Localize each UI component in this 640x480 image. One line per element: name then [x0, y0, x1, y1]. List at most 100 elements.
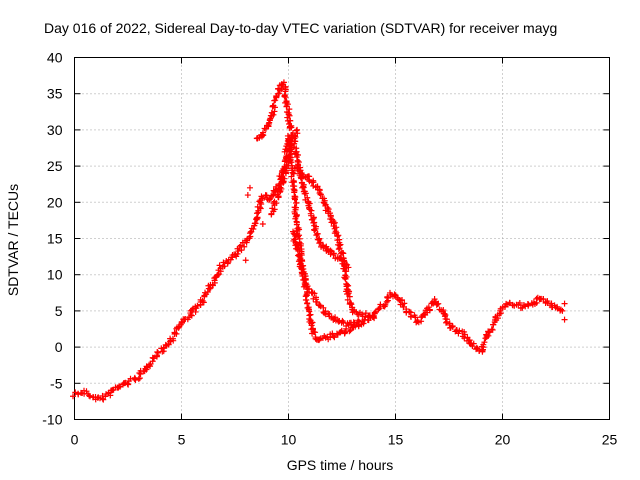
- data-point: [356, 318, 363, 325]
- data-point: [246, 184, 253, 191]
- data-point: [449, 323, 456, 330]
- data-point: [87, 393, 94, 400]
- x-tick-label: 5: [178, 432, 186, 448]
- data-point: [273, 200, 280, 207]
- data-point: [371, 315, 378, 322]
- data-point: [489, 326, 496, 333]
- data-point: [288, 148, 295, 155]
- data-point: [375, 306, 382, 313]
- data-point: [348, 301, 355, 308]
- data-point: [281, 175, 288, 182]
- data-point: [260, 129, 267, 136]
- data-point: [278, 185, 285, 192]
- data-point: [135, 375, 142, 382]
- data-point: [473, 344, 480, 351]
- data-point: [292, 134, 299, 141]
- data-point: [125, 381, 132, 388]
- data-point: [242, 257, 249, 264]
- data-point: [285, 158, 292, 165]
- data-point: [385, 295, 392, 302]
- data-point: [554, 303, 561, 310]
- data-point: [311, 290, 318, 297]
- data-point: [179, 319, 186, 326]
- data-point: [169, 335, 176, 342]
- data-point: [346, 293, 353, 300]
- data-point: [338, 327, 345, 334]
- data-point: [336, 245, 343, 252]
- data-point: [557, 306, 564, 313]
- data-point: [314, 183, 321, 190]
- data-point: [313, 232, 320, 239]
- data-point: [293, 154, 300, 161]
- data-point: [292, 215, 299, 222]
- data-point: [293, 212, 300, 219]
- data-point: [285, 111, 292, 118]
- data-point: [132, 376, 139, 383]
- data-point: [371, 309, 378, 316]
- data-point: [293, 240, 300, 247]
- data-point: [175, 324, 182, 331]
- y-tick-label: 20: [47, 194, 63, 210]
- data-point: [314, 298, 321, 305]
- data-point: [309, 330, 316, 337]
- data-point: [286, 106, 293, 113]
- data-point: [287, 117, 294, 124]
- data-point: [320, 242, 327, 249]
- data-point: [291, 187, 298, 194]
- data-point: [216, 262, 223, 269]
- data-point: [124, 380, 131, 387]
- data-point: [269, 192, 276, 199]
- data-point: [344, 296, 351, 303]
- data-point: [481, 339, 488, 346]
- x-tick-label: 10: [281, 432, 297, 448]
- data-point: [250, 226, 257, 233]
- data-point: [330, 250, 337, 257]
- data-point: [307, 311, 314, 318]
- data-point: [341, 330, 348, 337]
- data-point: [188, 312, 195, 319]
- data-point: [335, 232, 342, 239]
- data-point: [305, 176, 312, 183]
- data-point: [485, 328, 492, 335]
- y-tick-label: -5: [50, 375, 63, 391]
- data-point: [561, 316, 568, 323]
- data-point: [273, 93, 280, 100]
- data-point: [561, 300, 568, 307]
- data-point: [234, 250, 241, 257]
- data-point: [321, 200, 328, 207]
- y-tick-label: 0: [55, 339, 63, 355]
- data-point: [308, 207, 315, 214]
- y-tick-label: 5: [55, 303, 63, 319]
- data-point: [306, 285, 313, 292]
- data-point: [308, 326, 315, 333]
- data-point: [301, 190, 308, 197]
- plot-frame: [74, 57, 610, 420]
- data-point: [173, 330, 180, 337]
- data-point: [307, 210, 314, 217]
- y-tick-label: 10: [47, 267, 63, 283]
- y-axis-label: SDTVAR / TECUs: [5, 184, 21, 296]
- data-point: [333, 330, 340, 337]
- data-point: [345, 264, 352, 271]
- data-point: [266, 116, 273, 123]
- data-point: [284, 132, 291, 139]
- data-point: [297, 257, 304, 264]
- data-point: [238, 247, 245, 254]
- y-tick-label: 40: [47, 50, 63, 66]
- data-point: [434, 301, 441, 308]
- data-point: [455, 330, 462, 337]
- data-point: [303, 296, 310, 303]
- data-points: [70, 79, 568, 403]
- data-point: [559, 307, 566, 314]
- data-point: [294, 246, 301, 253]
- data-point: [412, 314, 419, 321]
- data-point: [280, 178, 287, 185]
- data-point: [155, 349, 162, 356]
- data-point: [340, 319, 347, 326]
- data-point: [294, 126, 301, 133]
- data-point: [136, 375, 143, 382]
- data-point: [316, 302, 323, 309]
- data-point: [314, 230, 321, 237]
- x-tick-label: 0: [71, 432, 79, 448]
- data-point: [351, 319, 358, 326]
